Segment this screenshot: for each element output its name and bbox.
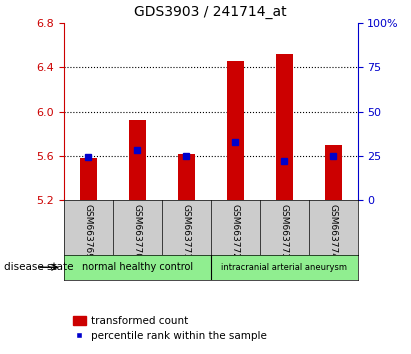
Text: GSM663773: GSM663773 [279,204,289,259]
Text: GSM663772: GSM663772 [231,204,240,259]
Bar [80,158,97,200]
Text: disease state: disease state [4,262,74,272]
Bar [325,145,342,200]
Title: GDS3903 / 241714_at: GDS3903 / 241714_at [134,5,287,19]
Text: GSM663771: GSM663771 [182,204,191,259]
Text: GSM663774: GSM663774 [328,204,337,259]
Text: intracranial arterial aneurysm: intracranial arterial aneurysm [221,263,347,272]
Text: GSM663770: GSM663770 [133,204,142,259]
Bar [129,120,146,200]
Legend: transformed count, percentile rank within the sample: transformed count, percentile rank withi… [69,312,271,345]
Bar [178,154,195,200]
Text: normal healthy control: normal healthy control [82,262,193,272]
Text: GSM663769: GSM663769 [84,204,93,259]
Bar [275,54,293,200]
Bar [226,61,244,200]
